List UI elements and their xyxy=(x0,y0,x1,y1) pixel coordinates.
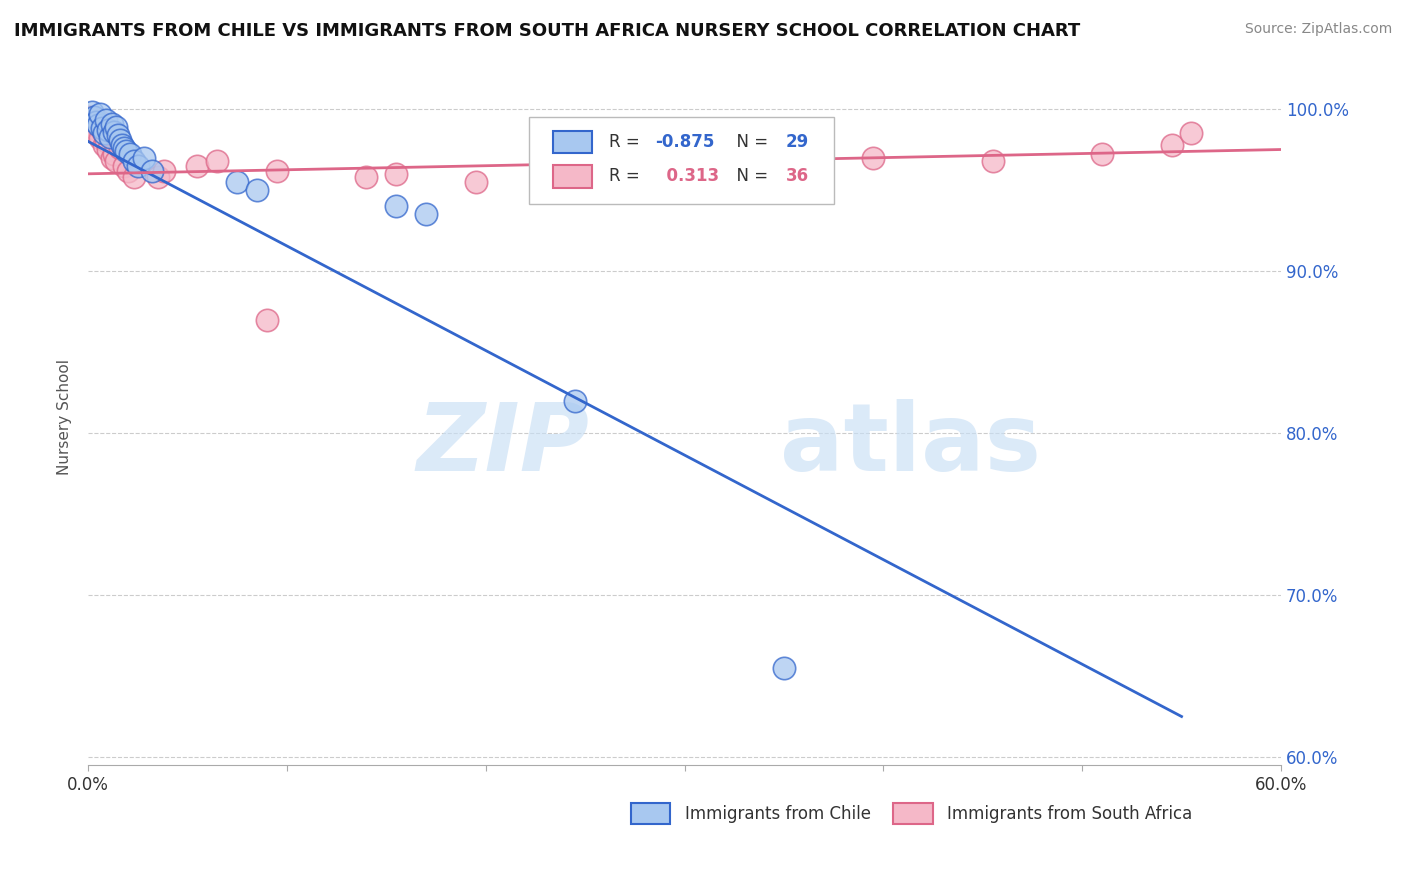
Point xyxy=(593,159,616,173)
Point xyxy=(108,141,131,155)
Point xyxy=(246,183,269,197)
Point xyxy=(385,167,408,181)
Point xyxy=(103,125,125,139)
Point xyxy=(89,107,111,121)
Point xyxy=(83,121,105,136)
Text: 29: 29 xyxy=(786,133,810,151)
FancyBboxPatch shape xyxy=(554,130,592,153)
Text: 0.313: 0.313 xyxy=(655,168,718,186)
Point xyxy=(82,118,104,132)
Point xyxy=(104,153,127,168)
Point xyxy=(82,105,104,120)
Point xyxy=(256,312,278,326)
Point xyxy=(122,169,145,184)
Point xyxy=(111,137,134,152)
Point xyxy=(122,153,145,168)
Point xyxy=(464,175,486,189)
Text: 36: 36 xyxy=(786,168,808,186)
Point xyxy=(356,169,378,184)
Point xyxy=(186,159,208,173)
Point xyxy=(93,126,115,140)
FancyBboxPatch shape xyxy=(554,165,592,187)
Point xyxy=(98,129,121,144)
Point xyxy=(97,123,120,137)
Text: atlas: atlas xyxy=(780,399,1040,491)
Point xyxy=(83,110,105,124)
Point xyxy=(773,153,796,168)
Text: N =: N = xyxy=(727,133,773,151)
Y-axis label: Nursery School: Nursery School xyxy=(58,359,72,475)
Point xyxy=(107,128,129,142)
Point xyxy=(981,153,1004,168)
Point xyxy=(132,151,155,165)
Text: N =: N = xyxy=(727,168,773,186)
Point xyxy=(415,207,437,221)
Point xyxy=(117,163,139,178)
Point xyxy=(98,128,121,142)
Text: Source: ZipAtlas.com: Source: ZipAtlas.com xyxy=(1244,22,1392,37)
Text: R =: R = xyxy=(609,133,645,151)
Text: R =: R = xyxy=(609,168,645,186)
Point xyxy=(79,110,101,124)
Point xyxy=(127,159,149,173)
Point xyxy=(91,123,114,137)
Point xyxy=(385,199,408,213)
Point xyxy=(108,133,131,147)
Point xyxy=(146,169,169,184)
Point xyxy=(1180,126,1202,140)
Point xyxy=(141,163,163,178)
Point xyxy=(152,163,174,178)
Point xyxy=(115,144,138,158)
Point xyxy=(84,126,107,140)
Point xyxy=(91,121,114,136)
Point xyxy=(89,131,111,145)
Text: -0.875: -0.875 xyxy=(655,133,714,151)
Point xyxy=(101,117,124,131)
Text: IMMIGRANTS FROM CHILE VS IMMIGRANTS FROM SOUTH AFRICA NURSERY SCHOOL CORRELATION: IMMIGRANTS FROM CHILE VS IMMIGRANTS FROM… xyxy=(14,22,1080,40)
Point xyxy=(103,147,125,161)
FancyBboxPatch shape xyxy=(893,804,932,824)
Point xyxy=(226,175,249,189)
Point xyxy=(97,143,120,157)
Point xyxy=(1160,137,1182,152)
Point xyxy=(87,113,110,128)
Point xyxy=(1091,147,1114,161)
Point xyxy=(104,120,127,134)
Point xyxy=(773,661,796,675)
Text: Immigrants from Chile: Immigrants from Chile xyxy=(685,805,870,822)
Text: Immigrants from South Africa: Immigrants from South Africa xyxy=(948,805,1192,822)
Point xyxy=(93,137,115,152)
Point xyxy=(101,151,124,165)
Point xyxy=(207,153,229,168)
Point xyxy=(564,393,586,408)
Point xyxy=(862,151,884,165)
Point xyxy=(112,159,135,173)
Point xyxy=(84,115,107,129)
Point xyxy=(112,141,135,155)
FancyBboxPatch shape xyxy=(631,804,671,824)
Point xyxy=(94,135,117,149)
Point xyxy=(87,118,110,132)
Text: ZIP: ZIP xyxy=(416,399,589,491)
Point xyxy=(266,163,288,178)
Point xyxy=(554,167,576,181)
Point xyxy=(94,113,117,128)
Point xyxy=(118,147,141,161)
FancyBboxPatch shape xyxy=(530,117,834,204)
Point xyxy=(693,163,716,178)
